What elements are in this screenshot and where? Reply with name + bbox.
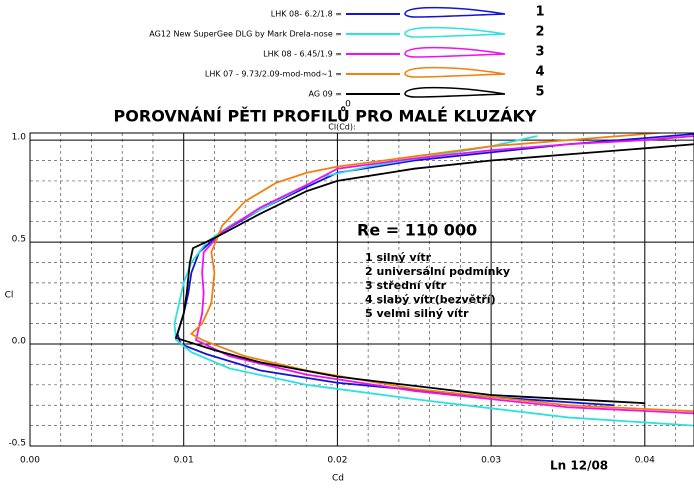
y-tick-label: 0.0	[12, 337, 27, 347]
x-tick-label: 0.04	[635, 456, 655, 466]
airfoil-icon	[404, 86, 506, 98]
x-axis-label: Cd	[332, 474, 344, 484]
series-line	[176, 133, 694, 407]
series-line	[194, 135, 694, 415]
y-tick-label: -0.5	[8, 439, 26, 449]
airfoil-icon	[404, 6, 506, 18]
legend-number: 1	[535, 5, 544, 20]
legend-label: LHK 07 - 9.73/2.09-mod-mod~1 =	[205, 70, 342, 79]
legend-label: LHK 08 - 6.45/1.9 =	[263, 50, 342, 59]
annotation-line: 2 universální podmínky	[365, 265, 510, 278]
re-annotation: Re = 110 000	[357, 221, 477, 240]
airfoil-icon	[404, 46, 506, 58]
signature: Ln 12/08	[550, 459, 608, 473]
legend-label: LHK 08- 6.2/1.8 =	[271, 10, 342, 19]
legend-number: 2	[535, 25, 544, 40]
y-tick-label: 0.5	[12, 235, 26, 245]
x-tick-label: 0.00	[20, 456, 40, 466]
legend-number: 4	[535, 65, 544, 80]
legend-number: 5	[535, 85, 544, 100]
annotation-line: 4 slabý vítr(bezvětří)	[365, 293, 496, 306]
annotation-line: 1 silný vítr	[365, 251, 432, 264]
y-tick-label: 1.0	[12, 133, 27, 143]
plot-frame	[29, 132, 694, 447]
x-tick-label: 0.01	[174, 456, 194, 466]
y-axis-top-label: Cl(Cd):	[328, 123, 355, 132]
series-line	[174, 143, 694, 405]
chart-title: POROVNÁNÍ PĚTI PROFILŮ PRO MALÉ KLUZÁKY	[114, 107, 537, 126]
legend-label: AG 09 =	[309, 90, 343, 99]
y-axis-label: Cl	[5, 291, 14, 301]
airfoil-icon	[404, 66, 506, 78]
subtitle: 0	[345, 100, 351, 110]
series-line	[189, 133, 694, 413]
airfoil-icon	[404, 26, 506, 38]
annotation-line: 5 velmi silný vítr	[365, 307, 469, 320]
annotation-line: 3 střední vítr	[365, 279, 447, 292]
legend-number: 3	[535, 45, 544, 60]
series-line	[173, 135, 694, 427]
x-tick-label: 0.02	[327, 456, 347, 466]
legend-label: AG12 New SuperGee DLG by Mark Drela-nose…	[149, 30, 342, 39]
x-tick-label: 0.03	[481, 456, 501, 466]
